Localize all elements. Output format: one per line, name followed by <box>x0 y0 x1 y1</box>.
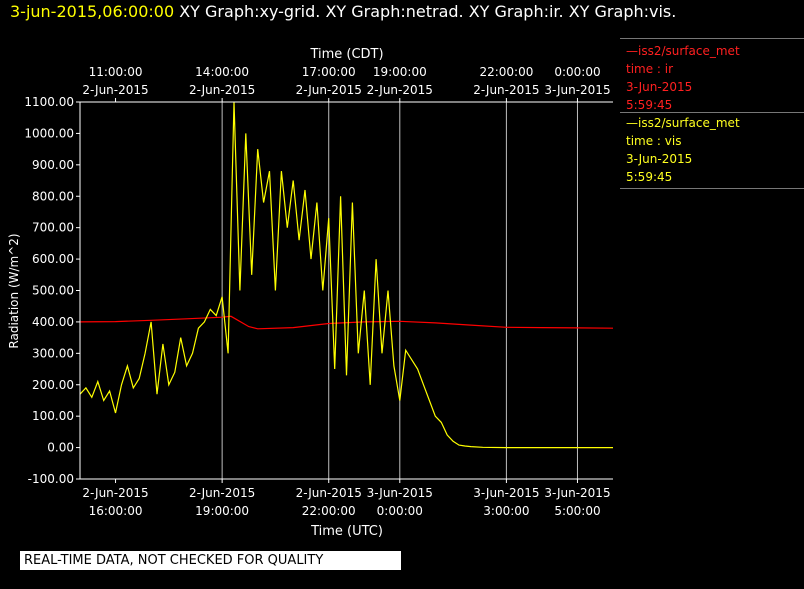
series-ir-line <box>79 315 614 330</box>
x-tick-label: 16:00:00 <box>89 504 143 518</box>
x2-tick-label: 2-Jun-2015 <box>82 83 148 97</box>
x-tick-label: 3-Jun-2015 <box>367 486 433 500</box>
x-tick-label: 5:00:00 <box>554 504 600 518</box>
y-tick-label: 300.00 <box>32 346 74 360</box>
y-tick-label: 600.00 <box>32 252 74 266</box>
y-tick-label: 1100.00 <box>24 95 74 109</box>
legend-vis-time: 5:59:45 <box>626 170 673 184</box>
x-tick-label: 3-Jun-2015 <box>473 486 539 500</box>
y-tick-label: 100.00 <box>32 409 74 423</box>
x2-tick-label: 14:00:00 <box>195 65 249 79</box>
legend-separator <box>620 188 804 189</box>
y-tick-label: 500.00 <box>32 284 74 298</box>
x2-tick-label: 17:00:00 <box>302 65 356 79</box>
y-tick-label: 400.00 <box>32 315 74 329</box>
x2-tick-label: 2-Jun-2015 <box>296 83 362 97</box>
legend-ir-variable: time : ir <box>626 62 674 76</box>
series-vis-line <box>79 101 613 449</box>
y-tick-label: 1000.00 <box>24 126 74 140</box>
x2-tick-label: 0:00:00 <box>554 65 600 79</box>
legend-entry-vis: —iss2/surface_met time : vis 3-Jun-2015 … <box>620 112 804 189</box>
x-tick-label: 2-Jun-2015 <box>296 486 362 500</box>
y-tick-label: 200.00 <box>32 378 74 392</box>
x2-tick-label: 3-Jun-2015 <box>544 83 610 97</box>
x-tick-label: 2-Jun-2015 <box>82 486 148 500</box>
x2-tick-label: 2-Jun-2015 <box>189 83 255 97</box>
x-axis-label: Time (UTC) <box>310 524 383 539</box>
x-tick-label: 3:00:00 <box>483 504 529 518</box>
x-tick-label: 3-Jun-2015 <box>544 486 610 500</box>
x2-tick-label: 2-Jun-2015 <box>367 83 433 97</box>
x2-tick-label: 11:00:00 <box>89 65 143 79</box>
legend-vis-source: —iss2/surface_met <box>626 116 740 130</box>
x-tick-label: 19:00:00 <box>195 504 249 518</box>
y-tick-label: 900.00 <box>32 158 74 172</box>
y-tick-label: 800.00 <box>32 189 74 203</box>
series-layer <box>79 101 614 449</box>
y-tick-label: -100.00 <box>28 472 74 486</box>
grid-layer <box>221 102 578 479</box>
header-date: 3-jun-2015,06:00:00 <box>10 2 175 21</box>
legend-entry-ir: —iss2/surface_met time : ir 3-Jun-2015 5… <box>620 38 804 114</box>
legend-separator <box>620 112 804 113</box>
legend-ir-source: —iss2/surface_met <box>626 44 740 58</box>
legend-vis-date: 3-Jun-2015 <box>626 152 693 166</box>
x2-axis-label: Time (CDT) <box>309 47 383 62</box>
x2-tick-label: 2-Jun-2015 <box>473 83 539 97</box>
quality-notice: REAL-TIME DATA, NOT CHECKED FOR QUALITY <box>20 551 401 570</box>
legend-ir-date: 3-Jun-2015 <box>626 80 693 94</box>
header-graph-list: XY Graph:xy-grid. XY Graph:netrad. XY Gr… <box>174 2 677 21</box>
axes-layer: -100.00 0.00 100.00 200.00 300.00 400.00 500.0… <box>24 65 613 518</box>
x-tick-label: 22:00:00 <box>302 504 356 518</box>
legend-separator <box>620 38 804 39</box>
x-tick-label: 0:00:00 <box>377 504 423 518</box>
legend-vis-variable: time : vis <box>626 134 682 148</box>
y-tick-label: 700.00 <box>32 221 74 235</box>
x2-tick-label: 19:00:00 <box>373 65 427 79</box>
y-axis-label: Radiation (W/m^2) <box>7 233 21 348</box>
legend-ir-time: 5:59:45 <box>626 98 673 112</box>
y-tick-label: 0.00 <box>47 441 74 455</box>
x2-tick-label: 22:00:00 <box>479 65 533 79</box>
header: 3-jun-2015,06:00:00 XY Graph:xy-grid. XY… <box>10 2 676 21</box>
x-tick-label: 2-Jun-2015 <box>189 486 255 500</box>
